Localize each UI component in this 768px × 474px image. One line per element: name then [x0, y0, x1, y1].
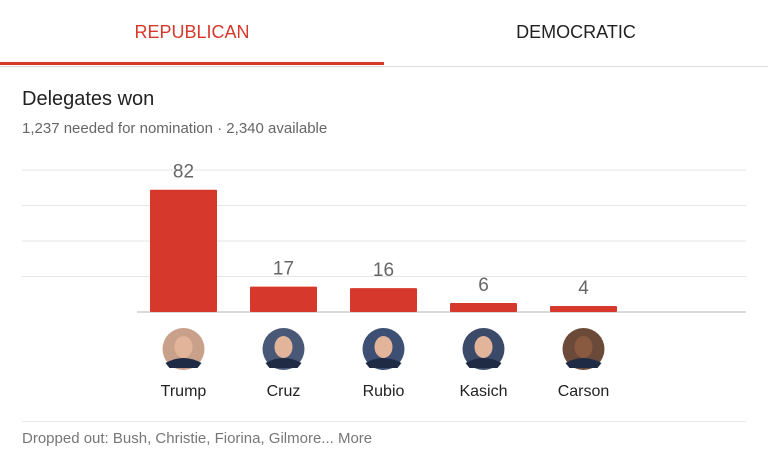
bar-cruz: [250, 286, 317, 312]
bar-rubio: [350, 288, 417, 312]
bar-carson: [550, 306, 617, 312]
footer-divider: [22, 421, 746, 422]
dropped-out-text: Dropped out: Bush, Christie, Fiorina, Gi…: [22, 430, 334, 447]
party-tabs: REPUBLICAN DEMOCRATIC: [0, 0, 768, 67]
chart-title: Delegates won: [22, 88, 155, 110]
bar-kasich: [450, 303, 517, 312]
carson-avatar-icon: [562, 328, 605, 370]
kasich-avatar-icon: [462, 328, 505, 370]
tab-republican[interactable]: REPUBLICAN: [0, 0, 384, 65]
candidate-name-label: Kasich: [459, 383, 507, 400]
bar-value-label: 16: [373, 260, 394, 281]
candidate-name-label: Trump: [161, 383, 207, 400]
bar-value-label: 82: [173, 162, 194, 183]
bar-value-label: 4: [578, 278, 589, 299]
cruz-avatar-icon: [262, 328, 305, 370]
dropped-out-footer: Dropped out: Bush, Christie, Fiorina, Gi…: [22, 430, 372, 447]
bar-value-label: 17: [273, 259, 294, 280]
candidate-name-label: Carson: [558, 383, 610, 400]
tab-democratic[interactable]: DEMOCRATIC: [516, 22, 636, 42]
bar-value-label: 6: [478, 275, 489, 296]
rubio-avatar-icon: [362, 328, 405, 370]
more-link[interactable]: More: [337, 430, 373, 447]
bar-trump: [150, 189, 217, 312]
delegates-bar-chart: 82 Trump 17 Cruz 16 Rubio 6 Kasich 4 Carson: [22, 162, 746, 400]
candidate-name-label: Rubio: [363, 383, 405, 400]
trump-avatar-icon: [162, 328, 205, 370]
chart-subtitle: 1,237 needed for nomination · 2,340 avai…: [22, 120, 328, 137]
candidate-name-label: Cruz: [267, 383, 301, 400]
